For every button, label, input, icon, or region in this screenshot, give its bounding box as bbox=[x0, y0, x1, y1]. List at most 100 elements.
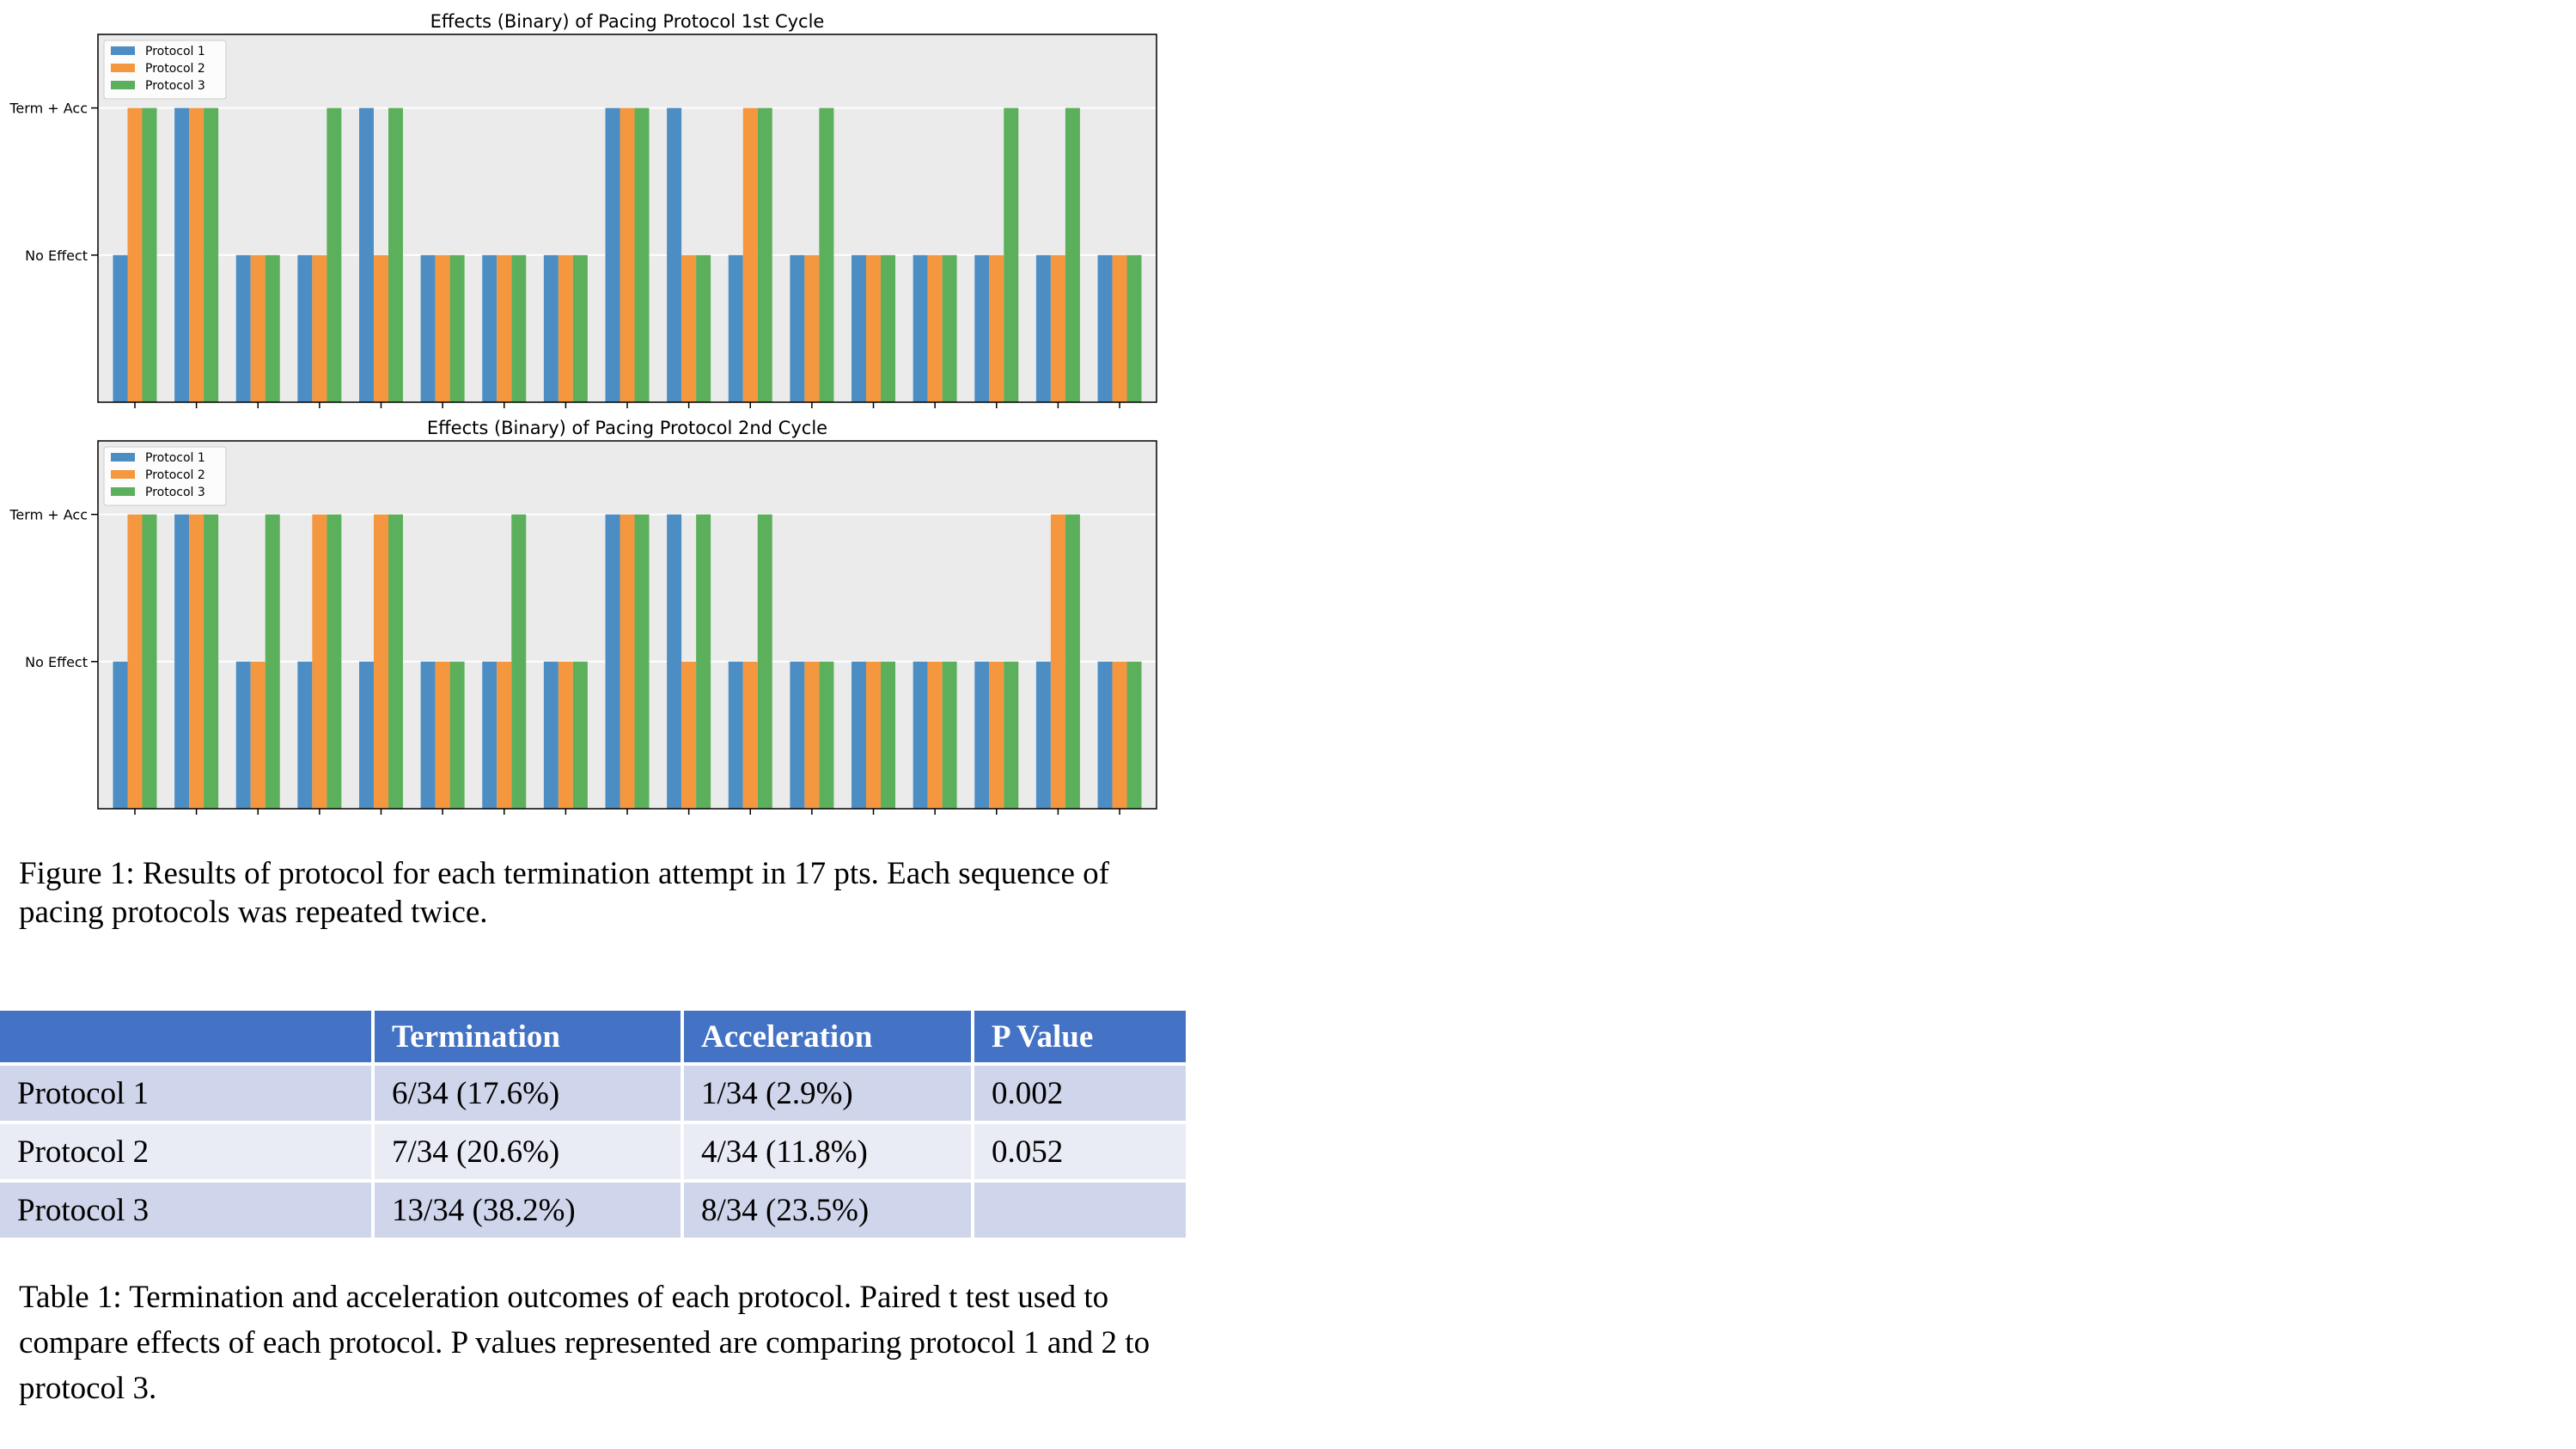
x-tick-label: 2 bbox=[192, 817, 201, 819]
bar-protocol-1-patient-17 bbox=[1097, 254, 1113, 402]
bar-protocol-2-patient-4 bbox=[312, 254, 327, 402]
table-cell: 0.052 bbox=[974, 1124, 1186, 1179]
bar-protocol-2-patient-15 bbox=[989, 661, 1004, 809]
x-tick-label: 3 bbox=[253, 817, 262, 819]
bar-protocol-1-patient-11 bbox=[728, 661, 743, 809]
table-header-cell: Acceleration bbox=[684, 1011, 971, 1062]
bar-protocol-1-patient-3 bbox=[235, 254, 251, 402]
legend-swatch bbox=[111, 46, 135, 55]
bar-protocol-1-patient-13 bbox=[852, 254, 867, 402]
bar-protocol-2-patient-15 bbox=[989, 254, 1004, 402]
bar-protocol-2-patient-17 bbox=[1112, 254, 1127, 402]
bar-protocol-1-patient-15 bbox=[974, 661, 990, 809]
x-tick-label: 16 bbox=[1050, 817, 1066, 819]
bar-protocol-1-patient-15 bbox=[974, 254, 990, 402]
bar-protocol-1-patient-1 bbox=[113, 661, 128, 809]
figure-caption: Figure 1: Results of protocol for each t… bbox=[19, 856, 1109, 930]
table-cell bbox=[974, 1183, 1186, 1238]
x-tick-label: 15 bbox=[988, 817, 1004, 819]
bar-protocol-3-patient-3 bbox=[265, 254, 280, 402]
bar-protocol-1-patient-8 bbox=[543, 661, 559, 809]
table-row: Protocol 3 13/34 (38.2%) 8/34 (23.5%) bbox=[0, 1183, 1186, 1238]
bar-protocol-3-patient-6 bbox=[449, 661, 465, 809]
x-tick-label: 8 bbox=[562, 817, 571, 819]
bar-protocol-2-patient-3 bbox=[250, 661, 266, 809]
y-tick-label: Term + Acc bbox=[9, 101, 88, 117]
bar-protocol-3-patient-17 bbox=[1126, 254, 1142, 402]
bar-protocol-1-patient-7 bbox=[482, 661, 497, 809]
bar-protocol-2-patient-14 bbox=[927, 254, 943, 402]
bar-protocol-2-patient-11 bbox=[742, 107, 758, 402]
bar-protocol-3-patient-4 bbox=[327, 514, 342, 809]
table-caption: Table 1: Termination and acceleration ou… bbox=[19, 1280, 1151, 1406]
bar-protocol-3-patient-8 bbox=[572, 254, 588, 402]
bar-protocol-1-patient-13 bbox=[852, 661, 867, 809]
y-tick-label: No Effect bbox=[25, 248, 88, 264]
bar-protocol-3-patient-2 bbox=[204, 107, 219, 402]
x-tick-label: 7 bbox=[500, 817, 509, 819]
bar-protocol-3-patient-1 bbox=[142, 107, 157, 402]
bar-protocol-3-patient-7 bbox=[511, 254, 527, 402]
bar-protocol-3-patient-16 bbox=[1065, 514, 1080, 809]
bar-protocol-3-patient-10 bbox=[696, 254, 711, 402]
bar-protocol-2-patient-14 bbox=[927, 661, 943, 809]
bar-protocol-3-patient-6 bbox=[449, 254, 465, 402]
bar-protocol-2-patient-13 bbox=[866, 254, 882, 402]
bar-protocol-2-patient-2 bbox=[189, 514, 204, 809]
bar-protocol-3-patient-3 bbox=[265, 514, 280, 809]
bar-protocol-1-patient-2 bbox=[174, 107, 190, 402]
bar-protocol-2-patient-17 bbox=[1112, 661, 1127, 809]
bar-protocol-2-patient-10 bbox=[681, 254, 697, 402]
bar-protocol-1-patient-6 bbox=[420, 661, 436, 809]
bar-protocol-2-patient-10 bbox=[681, 661, 697, 809]
x-tick-label: 14 bbox=[927, 817, 943, 819]
legend-swatch bbox=[111, 81, 135, 89]
bar-protocol-3-patient-11 bbox=[757, 514, 772, 809]
table-header-cell bbox=[0, 1011, 371, 1062]
bar-protocol-3-patient-16 bbox=[1065, 107, 1080, 402]
bar-protocol-2-patient-8 bbox=[558, 661, 573, 809]
y-tick-label: Term + Acc bbox=[9, 507, 88, 523]
bar-protocol-3-patient-9 bbox=[634, 514, 650, 809]
bar-protocol-2-patient-12 bbox=[804, 254, 820, 402]
results-table: Termination Acceleration P Value Protoco… bbox=[0, 1007, 1189, 1241]
bar-protocol-1-patient-12 bbox=[790, 661, 805, 809]
bar-protocol-2-patient-6 bbox=[435, 254, 450, 402]
table-row: Protocol 2 7/34 (20.6%) 4/34 (11.8%) 0.0… bbox=[0, 1124, 1186, 1179]
legend-swatch bbox=[111, 470, 135, 479]
bar-protocol-3-patient-14 bbox=[942, 254, 957, 402]
legend: Protocol 1 Protocol 2 Protocol 3 bbox=[103, 40, 227, 100]
table-cell: 8/34 (23.5%) bbox=[684, 1183, 971, 1238]
table-cell: 13/34 (38.2%) bbox=[375, 1183, 681, 1238]
bar-protocol-2-patient-3 bbox=[250, 254, 266, 402]
bar-protocol-1-patient-7 bbox=[482, 254, 497, 402]
bar-protocol-3-patient-1 bbox=[142, 514, 157, 809]
table-header-row: Termination Acceleration P Value bbox=[0, 1011, 1186, 1062]
table-cell: 7/34 (20.6%) bbox=[375, 1124, 681, 1179]
bar-protocol-3-patient-4 bbox=[327, 107, 342, 402]
plot-frame bbox=[97, 440, 1157, 810]
legend: Protocol 1 Protocol 2 Protocol 3 bbox=[103, 446, 227, 506]
bar-protocol-2-patient-16 bbox=[1050, 514, 1065, 809]
bar-protocol-3-patient-14 bbox=[942, 661, 957, 809]
legend-label: Protocol 1 bbox=[145, 45, 205, 58]
bar-protocol-3-patient-15 bbox=[1004, 661, 1019, 809]
bar-protocol-3-patient-5 bbox=[388, 514, 403, 809]
x-tick-label: 1 bbox=[131, 817, 139, 819]
legend-swatch bbox=[111, 453, 135, 462]
legend-label: Protocol 1 bbox=[145, 451, 205, 465]
bar-protocol-2-patient-7 bbox=[497, 661, 512, 809]
bar-protocol-2-patient-2 bbox=[189, 107, 204, 402]
bar-protocol-1-patient-1 bbox=[113, 254, 128, 402]
bar-protocol-3-patient-7 bbox=[511, 514, 527, 809]
plot-frame bbox=[97, 34, 1157, 403]
x-tick-label: 4 bbox=[315, 817, 324, 819]
x-tick-label: 13 bbox=[865, 817, 882, 819]
legend-label: Protocol 3 bbox=[145, 79, 205, 93]
chart-svg: Effects (Binary) of Pacing Protocol 2nd … bbox=[9, 418, 1157, 853]
table-cell: 0.002 bbox=[974, 1066, 1186, 1121]
table-cell: Protocol 2 bbox=[0, 1124, 371, 1179]
bar-protocol-1-patient-12 bbox=[790, 254, 805, 402]
bar-protocol-3-patient-13 bbox=[881, 661, 896, 809]
bar-protocol-2-patient-5 bbox=[373, 254, 388, 402]
